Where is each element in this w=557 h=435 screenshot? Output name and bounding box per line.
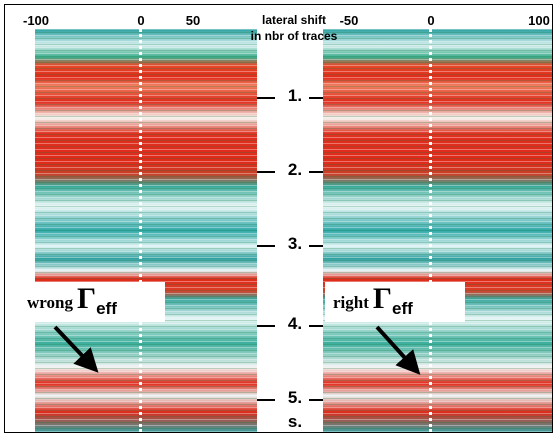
tick-dash [257, 325, 275, 327]
header-line: in nbr of traces [250, 29, 338, 43]
tick-dash [309, 399, 323, 401]
tick-dash [257, 97, 275, 99]
left-panel-image [35, 29, 257, 432]
tick-dash [309, 171, 323, 173]
x-tick-label: 0 [427, 13, 435, 28]
annotation-subscript: eff [391, 299, 413, 318]
annotation-symbol: Γ [372, 282, 392, 315]
tick-dash [257, 245, 275, 247]
arrow [53, 325, 99, 373]
tick-dash [257, 399, 275, 401]
time-tick-label: 4. [287, 314, 303, 333]
arrows [53, 325, 421, 375]
annotation-subscript: eff [96, 299, 117, 318]
time-unit: s. [287, 412, 303, 431]
annotation-word: right [333, 293, 369, 312]
time-tick-label: 1. [287, 86, 303, 105]
tick-dash [309, 325, 323, 327]
right-panel-image [323, 29, 552, 432]
header-line: lateral shift [261, 13, 327, 27]
x-tick-label: -100 [22, 13, 50, 28]
zero-line [139, 29, 142, 432]
tick-dash [309, 97, 323, 99]
time-tick-label: 5. [287, 388, 303, 407]
annotation: right Γeff [325, 282, 465, 322]
x-tick-label: 50 [185, 13, 201, 28]
x-tick-label: 0 [137, 13, 145, 28]
tick-dash [257, 171, 275, 173]
annotation-word: wrong [27, 293, 73, 312]
x-tick-label: 100 [528, 13, 550, 28]
figure: -100 0 50 -50 0 100 lateral shift in nbr… [4, 4, 553, 433]
arrow [375, 325, 421, 375]
tick-dash [309, 245, 323, 247]
annotation-symbol: Γ [76, 282, 97, 315]
time-tick-label: 2. [287, 160, 303, 179]
annotation: wrong Γeff [27, 282, 165, 322]
zero-line [429, 29, 432, 432]
time-tick-label: 3. [287, 234, 303, 253]
x-tick-label: -50 [339, 13, 359, 28]
